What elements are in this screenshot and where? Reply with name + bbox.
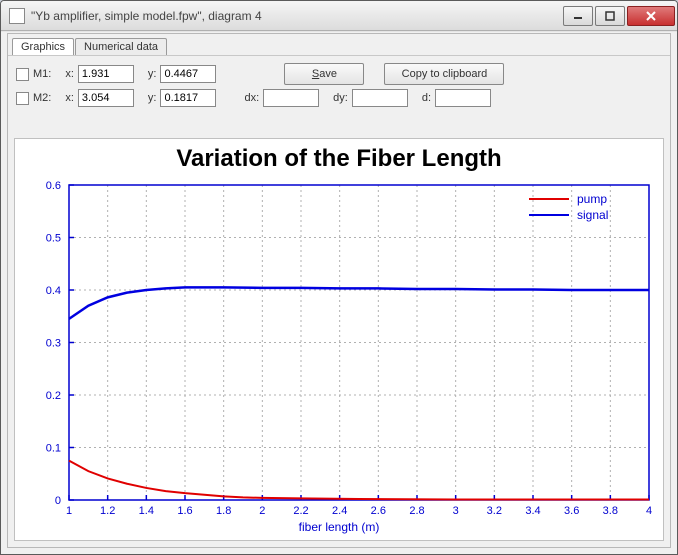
svg-text:0.3: 0.3: [46, 338, 61, 350]
row-m1: M1: x: y: Save Copy to clipboard: [16, 62, 662, 86]
client-area: Graphics Numerical data M1: x: y: Save C…: [7, 33, 671, 548]
m2-label: M2:: [33, 92, 51, 104]
svg-text:2.4: 2.4: [332, 505, 347, 517]
svg-text:pump: pump: [577, 192, 607, 206]
minimize-button[interactable]: [563, 6, 593, 26]
svg-text:1.8: 1.8: [216, 505, 231, 517]
dy-input[interactable]: [352, 89, 408, 107]
svg-text:1: 1: [66, 505, 72, 517]
window-frame: "Yb amplifier, simple model.fpw", diagra…: [0, 0, 678, 555]
m2-checkbox[interactable]: [16, 92, 29, 105]
svg-text:0.4: 0.4: [46, 285, 61, 297]
svg-text:0.6: 0.6: [46, 180, 61, 192]
svg-text:0: 0: [55, 495, 61, 507]
svg-text:signal: signal: [577, 208, 608, 222]
d-label: d:: [422, 92, 431, 104]
tab-graphics[interactable]: Graphics: [12, 38, 74, 55]
save-button[interactable]: Save: [284, 63, 364, 85]
tab-strip: Graphics Numerical data: [8, 34, 670, 55]
svg-text:3.2: 3.2: [487, 505, 502, 517]
tab-numerical[interactable]: Numerical data: [75, 38, 167, 55]
m2-y-input[interactable]: [160, 89, 216, 107]
m1-checkbox[interactable]: [16, 68, 29, 81]
svg-text:3.6: 3.6: [564, 505, 579, 517]
chart-area: Variation of the Fiber Length 11.21.41.6…: [14, 138, 664, 541]
svg-text:1.6: 1.6: [177, 505, 192, 517]
m2-x-label: x:: [65, 92, 74, 104]
row-m2: M2: x: y: dx: dy: d:: [16, 86, 662, 110]
svg-text:3: 3: [453, 505, 459, 517]
chart-svg: 11.21.41.61.822.22.42.62.833.23.43.63.84…: [69, 185, 649, 500]
svg-text:2.6: 2.6: [371, 505, 386, 517]
dy-label: dy:: [333, 92, 348, 104]
svg-text:0.2: 0.2: [46, 390, 61, 402]
m2-y-label: y:: [148, 92, 157, 104]
svg-text:2: 2: [259, 505, 265, 517]
svg-text:1.4: 1.4: [139, 505, 154, 517]
m1-x-label: x:: [65, 68, 74, 80]
dx-label: dx:: [244, 92, 259, 104]
svg-text:0.1: 0.1: [46, 443, 61, 455]
app-icon: [9, 8, 25, 24]
window-controls: [561, 6, 675, 26]
close-button[interactable]: [627, 6, 675, 26]
d-input[interactable]: [435, 89, 491, 107]
titlebar[interactable]: "Yb amplifier, simple model.fpw", diagra…: [1, 1, 677, 31]
svg-text:4: 4: [646, 505, 652, 517]
dx-input[interactable]: [263, 89, 319, 107]
copy-button[interactable]: Copy to clipboard: [384, 63, 504, 85]
svg-text:1.2: 1.2: [100, 505, 115, 517]
window-title: "Yb amplifier, simple model.fpw", diagra…: [31, 9, 561, 23]
m1-y-input[interactable]: [160, 65, 216, 83]
x-axis-label: fiber length (m): [15, 520, 663, 534]
svg-text:3.4: 3.4: [525, 505, 540, 517]
m1-x-input[interactable]: [78, 65, 134, 83]
svg-text:2.8: 2.8: [409, 505, 424, 517]
svg-text:3.8: 3.8: [603, 505, 618, 517]
plot[interactable]: 11.21.41.61.822.22.42.62.833.23.43.63.84…: [69, 185, 649, 500]
maximize-button[interactable]: [595, 6, 625, 26]
svg-text:0.5: 0.5: [46, 233, 61, 245]
m2-x-input[interactable]: [78, 89, 134, 107]
controls-panel: M1: x: y: Save Copy to clipboard M2: x:: [8, 55, 670, 112]
m1-label: M1:: [33, 68, 51, 80]
m1-y-label: y:: [148, 68, 157, 80]
chart-title: Variation of the Fiber Length: [15, 145, 663, 173]
svg-text:2.2: 2.2: [293, 505, 308, 517]
